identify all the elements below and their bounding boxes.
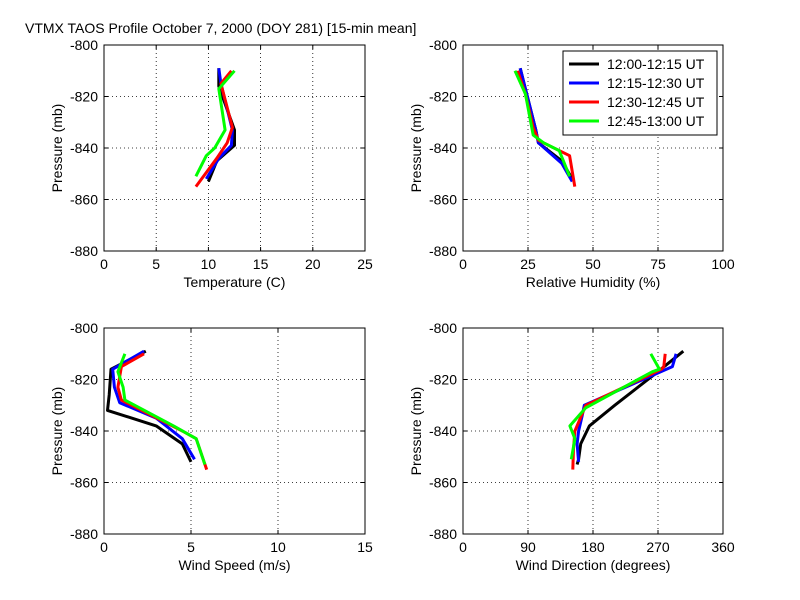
x-tick-label: 20 xyxy=(305,256,321,272)
y-tick-label: -800 xyxy=(70,320,98,336)
y-tick-label: -800 xyxy=(70,37,98,53)
axes-box xyxy=(103,44,366,252)
y-tick-label: -820 xyxy=(70,372,98,388)
y-axis-label: Pressure (mb) xyxy=(49,387,65,476)
x-tick-label: 25 xyxy=(520,256,536,272)
x-tick-label: 25 xyxy=(357,256,373,272)
x-tick-label: 10 xyxy=(201,256,217,272)
series-line-12451300 xyxy=(513,70,571,177)
legend: 12:00-12:15 UT 12:15-12:30 UT 12:30-12:45 … xyxy=(562,50,718,136)
legend-label: 12:00-12:15 UT xyxy=(607,56,705,72)
y-tick-label: -840 xyxy=(429,423,457,439)
y-tick-label: -880 xyxy=(70,526,98,542)
x-tick-label: 5 xyxy=(187,539,195,555)
x-tick-label: 0 xyxy=(459,539,467,555)
x-tick-label: 15 xyxy=(357,539,373,555)
y-tick-label: -820 xyxy=(70,89,98,105)
y-tick-label: -860 xyxy=(70,192,98,208)
figure-title: VTMX TAOS Profile October 7, 2000 (DOY 2… xyxy=(25,20,416,36)
x-tick-label: 15 xyxy=(253,256,269,272)
series-line-12451300 xyxy=(568,353,661,460)
series-line-12451300 xyxy=(194,69,236,177)
y-tick-label: -860 xyxy=(70,475,98,491)
x-axis-label: Temperature (C) xyxy=(184,274,286,290)
x-tick-label: 0 xyxy=(459,256,467,272)
x-tick-label: 5 xyxy=(152,256,160,272)
y-tick-label: -860 xyxy=(429,475,457,491)
x-tick-label: 90 xyxy=(520,539,536,555)
x-axis-label: Wind Direction (degrees) xyxy=(516,557,671,573)
panel-temperature: 0 5 10 15 20 25 -800 -820 -840 -860 -880 Temperatur… xyxy=(49,37,373,290)
y-tick-label: -880 xyxy=(429,243,457,259)
series-line-12151230 xyxy=(111,349,196,461)
y-tick-label: -840 xyxy=(70,423,98,439)
y-tick-label: -840 xyxy=(429,140,457,156)
x-tick-label: 360 xyxy=(711,539,735,555)
x-axis-label: Wind Speed (m/s) xyxy=(178,557,290,573)
legend-label: 12:30-12:45 UT xyxy=(607,94,705,110)
y-axis-label: Pressure (mb) xyxy=(49,104,65,193)
series-line-12301245 xyxy=(194,69,234,188)
x-tick-label: 10 xyxy=(270,539,286,555)
y-tick-label: -840 xyxy=(70,140,98,156)
series-line-12451300 xyxy=(116,353,207,465)
x-tick-label: 0 xyxy=(100,256,108,272)
series-line-12001215 xyxy=(106,349,193,463)
y-tick-label: -860 xyxy=(429,192,457,208)
x-tick-label: 75 xyxy=(650,256,666,272)
panel-wind-speed: 0 5 10 15 -800 -820 -840 -860 -880 Wind Speed (m/… xyxy=(49,320,373,573)
axes-box xyxy=(103,327,366,535)
y-tick-label: -880 xyxy=(429,526,457,542)
y-tick-label: -820 xyxy=(429,372,457,388)
panel-wind-direction: 0 90 180 270 360 -800 -820 -840 -860 -880 Wind Dir… xyxy=(408,320,735,573)
y-tick-label: -880 xyxy=(70,243,98,259)
x-tick-label: 0 xyxy=(100,539,108,555)
x-axis-label: Relative Humidity (%) xyxy=(526,274,661,290)
x-tick-label: 50 xyxy=(585,256,601,272)
series-line-12151230 xyxy=(205,67,234,180)
legend-label: 12:15-12:30 UT xyxy=(607,75,705,91)
y-tick-label: -800 xyxy=(429,320,457,336)
y-axis-label: Pressure (mb) xyxy=(408,387,424,476)
y-tick-label: -800 xyxy=(429,37,457,53)
y-tick-label: -820 xyxy=(429,89,457,105)
x-tick-label: 270 xyxy=(646,539,670,555)
x-tick-label: 100 xyxy=(711,256,735,272)
panels-group: 0 5 10 15 20 25 -800 -820 -840 -860 -880 Temperatur… xyxy=(49,37,735,573)
x-tick-label: 180 xyxy=(581,539,605,555)
y-axis-label: Pressure (mb) xyxy=(408,104,424,193)
legend-label: 12:45-13:00 UT xyxy=(607,113,705,129)
